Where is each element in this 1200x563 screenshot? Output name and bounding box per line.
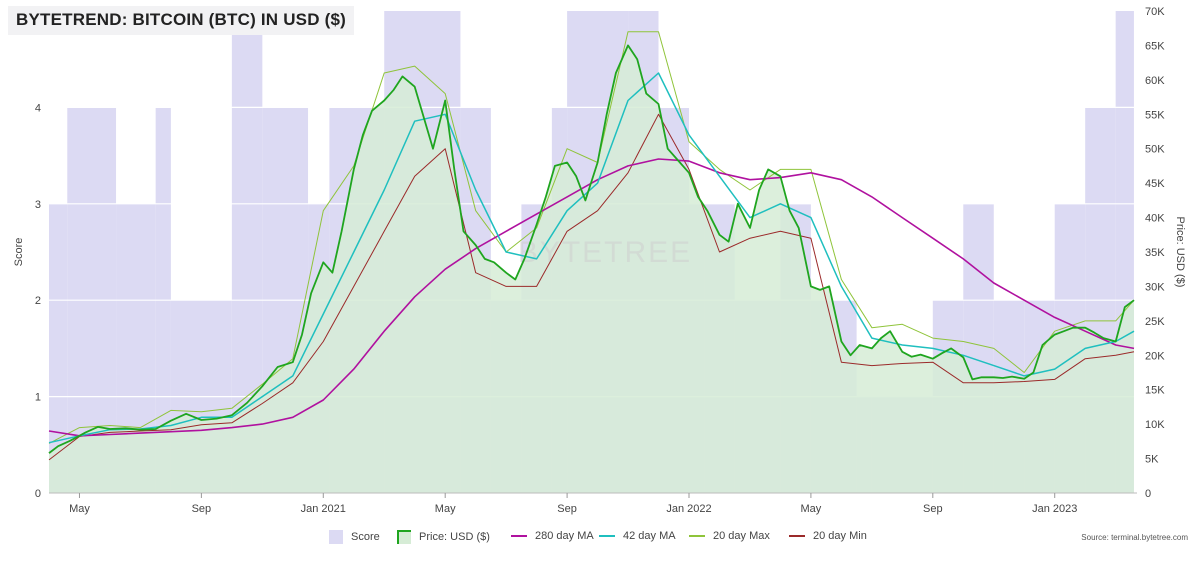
left-tick-label: 2	[35, 295, 41, 307]
legend-item-min20[interactable]: 20 day Min	[789, 530, 867, 542]
x-tick-label: Sep	[192, 503, 212, 515]
left-tick-label: 3	[35, 199, 41, 211]
ma42-line-icon	[599, 535, 615, 537]
price-area-fill	[49, 45, 1134, 494]
right-tick-label: 20K	[1145, 350, 1165, 362]
legend-label-ma280: 280 day MA	[535, 530, 594, 542]
right-axis-title: Price: USD ($)	[1174, 217, 1186, 288]
ma280-line	[48, 158, 1135, 437]
x-tick-label: May	[801, 503, 822, 515]
axes: 0 1 2 3 4 0 5K 10K 15K 20K 25K 30K 35K 40K 45K 50K 55K 60…	[13, 6, 1186, 515]
score-swatch-icon	[329, 530, 343, 544]
legend-label-ma42: 42 day MA	[623, 530, 676, 542]
x-tick-label: Jan 2021	[301, 503, 346, 515]
legend: Score Price: USD ($) 280 day MA 42 day M…	[0, 526, 1200, 550]
x-tick-label: May	[69, 503, 90, 515]
right-tick-label: 60K	[1145, 75, 1165, 87]
legend-label-score: Score	[351, 531, 380, 543]
chart-canvas: BYTETREE 0 1 2 3 4 0 5K 10K 15K 20K 25K 30K 35K 40K 45…	[13, 6, 1186, 515]
x-tick-label: Sep	[923, 503, 943, 515]
watermark: BYTETREE	[518, 236, 692, 269]
left-tick-label: 1	[35, 392, 41, 404]
x-tick-label: Sep	[557, 503, 577, 515]
price-swatch-icon	[397, 530, 411, 544]
right-tick-label: 15K	[1145, 385, 1165, 397]
legend-item-ma280[interactable]: 280 day MA	[511, 530, 594, 542]
left-axis-title: Score	[13, 238, 25, 267]
right-tick-label: 10K	[1145, 419, 1165, 431]
right-tick-label: 55K	[1145, 109, 1165, 121]
right-tick-label: 45K	[1145, 178, 1165, 190]
min20-line	[48, 113, 1135, 461]
legend-item-price[interactable]: Price: USD ($)	[397, 530, 490, 544]
ma280-line-icon	[511, 535, 527, 537]
right-tick-label: 30K	[1145, 281, 1165, 293]
x-tick-label: Jan 2022	[666, 503, 711, 515]
right-tick-label: 35K	[1145, 247, 1165, 259]
right-tick-label: 25K	[1145, 316, 1165, 328]
right-tick-label: 65K	[1145, 40, 1165, 52]
price-area	[49, 45, 1134, 494]
ma42-line	[48, 72, 1135, 444]
source-note: Source: terminal.bytetree.com	[1081, 533, 1188, 542]
max20-line-icon	[689, 535, 705, 537]
price-line	[48, 44, 1135, 454]
chart-title: BYTETREND: BITCOIN (BTC) IN USD ($)	[16, 10, 346, 29]
right-tick-label: 70K	[1145, 6, 1165, 18]
left-tick-label: 4	[35, 102, 41, 114]
x-tick-label: May	[435, 503, 456, 515]
score-bar	[49, 203, 68, 494]
chart-title-box: BYTETREND: BITCOIN (BTC) IN USD ($)	[8, 6, 354, 35]
legend-label-price: Price: USD ($)	[419, 531, 490, 543]
left-tick-label: 0	[35, 488, 41, 500]
series-lines	[48, 31, 1135, 461]
right-tick-label: 0	[1145, 488, 1151, 500]
x-tick-label: Jan 2023	[1032, 503, 1077, 515]
min20-line-icon	[789, 535, 805, 537]
legend-label-min20: 20 day Min	[813, 530, 867, 542]
right-tick-label: 50K	[1145, 144, 1165, 156]
right-tick-label: 40K	[1145, 213, 1165, 225]
legend-item-score[interactable]: Score	[329, 530, 380, 544]
legend-item-ma42[interactable]: 42 day MA	[599, 530, 676, 542]
right-tick-label: 5K	[1145, 454, 1159, 466]
legend-item-max20[interactable]: 20 day Max	[689, 530, 770, 542]
legend-label-max20: 20 day Max	[713, 530, 770, 542]
